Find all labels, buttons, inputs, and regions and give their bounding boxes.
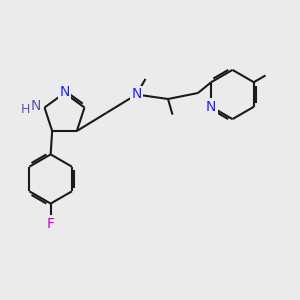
Text: N: N — [31, 99, 41, 113]
Text: N: N — [206, 100, 216, 114]
Text: N: N — [59, 85, 70, 98]
Text: H: H — [21, 103, 31, 116]
Text: N: N — [131, 88, 142, 101]
Text: F: F — [47, 217, 55, 231]
